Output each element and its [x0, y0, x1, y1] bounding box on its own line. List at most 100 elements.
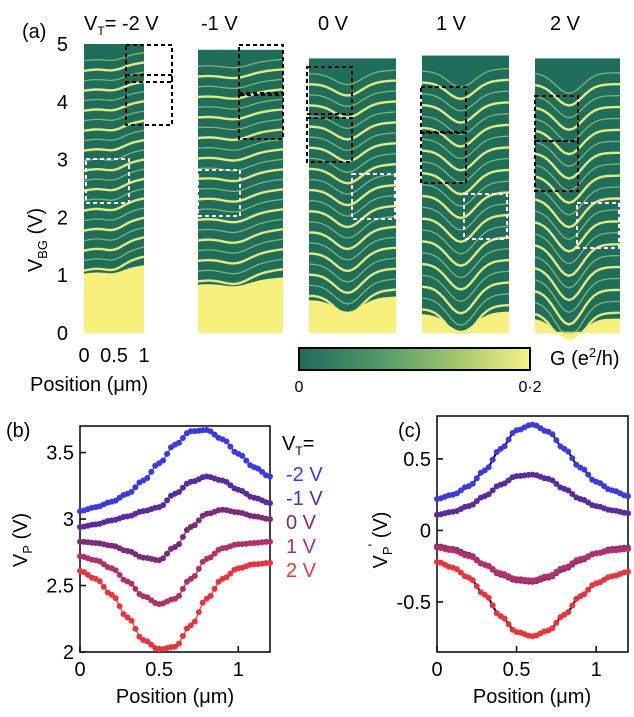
highlight-box-black [534, 140, 579, 192]
data-point [211, 585, 218, 592]
data-point [501, 443, 508, 450]
panel-b-xlabel: Position (μm) [116, 686, 234, 708]
data-point [211, 550, 218, 557]
conductance-fringe [534, 186, 620, 216]
data-point [569, 491, 576, 497]
xtick-label: 0 [74, 659, 85, 681]
data-point [124, 614, 131, 621]
conductance-fringe [309, 69, 397, 86]
data-point [164, 450, 171, 457]
conductance-fringe [83, 246, 145, 262]
data-point [195, 609, 202, 616]
data-point [505, 621, 512, 628]
data-point [625, 568, 631, 575]
panel-c-ylabel: VP' (V) [365, 512, 395, 569]
conductance-fringe [197, 238, 284, 254]
conductance-fringe [197, 128, 284, 142]
conductance-fringe [83, 226, 145, 242]
panel-c-label: (c) [398, 420, 421, 442]
conductance-fringe [83, 119, 145, 132]
conductance-fringe [421, 78, 510, 101]
data-point [239, 452, 246, 459]
series-2V [77, 559, 273, 653]
conductance-fringe [197, 178, 284, 192]
panel-c-frame [436, 415, 629, 653]
data-point [549, 477, 556, 484]
data-point [199, 599, 206, 606]
conductance-fringe [83, 216, 145, 232]
conductance-fringe [197, 118, 284, 131]
data-point [585, 586, 592, 593]
series-2V [434, 558, 631, 640]
xtick-label: 0 [431, 659, 442, 681]
conductance-fringe [308, 153, 397, 173]
data-point [207, 554, 214, 561]
conductance-fringe [197, 88, 284, 100]
series-minus2V [434, 421, 631, 502]
colorbar-label: G (e2/h) [550, 345, 619, 370]
conductance-fringe [421, 225, 510, 255]
colorbar-max-label: 0·2 [518, 379, 541, 396]
panel-c-axes: -0.5 0 0.5 0 0.5 1 [397, 449, 602, 681]
data-point [581, 591, 588, 598]
conductance-fringe [197, 98, 284, 110]
data-point [505, 436, 512, 443]
panel-b-label: (b) [6, 420, 30, 442]
data-point [489, 602, 496, 609]
data-point [549, 431, 556, 438]
conductance-fringe [83, 90, 145, 102]
conductance-fringe [421, 303, 510, 335]
conductance-fringe [534, 311, 620, 335]
highlight-box-black [125, 74, 173, 126]
data-point [473, 583, 480, 590]
panel-b-legend: VT= -2 V-1 V0 V1 V2 V [282, 433, 323, 582]
data-point [191, 573, 198, 579]
conductance-fringe [534, 94, 621, 119]
conductance-fringe [83, 139, 145, 152]
ytick-label: 0 [420, 520, 431, 542]
conductance-map-column [306, 58, 397, 333]
panel-b-frame [79, 425, 271, 653]
ytick-label: 3.5 [46, 443, 74, 465]
conductance-fringe [421, 281, 510, 315]
conductance-fringe [534, 288, 621, 326]
panel-a: (a) VT= -2 V -1 V 0 V 1 V 2 V VBG (V) 0 1… [22, 13, 621, 396]
conductance-fringe [83, 110, 145, 122]
data-point [176, 489, 182, 495]
conductance-fringe [308, 100, 397, 119]
conductance-map-column [83, 44, 173, 333]
data-point [128, 617, 135, 624]
legend-item: -1 V [286, 488, 323, 510]
conductance-fringe [197, 58, 284, 69]
conductance-fringe [308, 267, 397, 295]
data-point [179, 484, 186, 491]
data-point [227, 482, 234, 489]
data-point [553, 437, 560, 444]
ytick-label: 2.5 [46, 576, 74, 598]
data-point [501, 615, 508, 622]
data-point [179, 435, 186, 441]
series-minus2V [77, 427, 273, 515]
data-point [176, 640, 182, 647]
data-point [223, 438, 230, 445]
conductance-fringe [308, 257, 397, 283]
data-point [144, 638, 151, 645]
panel-a-xtick-label: 0 [78, 345, 89, 367]
data-point [207, 428, 214, 435]
conductance-fringe [534, 174, 621, 205]
conductance-fringe [534, 300, 620, 334]
conductance-fringe [83, 129, 145, 142]
conductance-map-column [197, 44, 284, 333]
data-point [195, 565, 202, 572]
conductance-fringe [83, 52, 145, 62]
data-point [176, 592, 182, 599]
series-1V [77, 538, 273, 608]
highlight-box-black [306, 66, 353, 115]
conductance-fringe [421, 258, 510, 291]
data-point [227, 570, 234, 577]
conductance-fringe [534, 277, 620, 314]
column-title-3: 1 V [436, 13, 467, 35]
data-point [469, 577, 476, 584]
data-point [187, 622, 194, 629]
conductance-fringe [197, 258, 284, 275]
